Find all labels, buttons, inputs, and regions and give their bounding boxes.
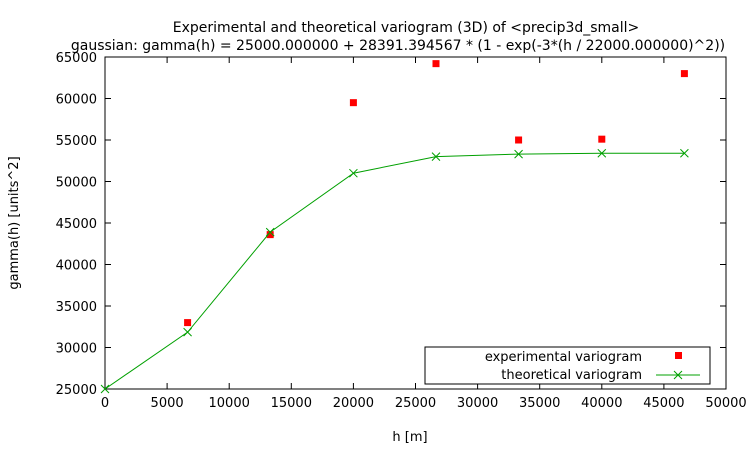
data-point-experimental [184, 319, 192, 327]
x-tick-label: 10000 [209, 396, 250, 411]
x-tick-label: 25000 [395, 396, 436, 411]
chart-title: Experimental and theoretical variogram (… [173, 20, 640, 36]
x-tick-label: 20000 [333, 396, 374, 411]
data-point-theoretical [431, 152, 441, 161]
legend-label-theoretical: theoretical variogram [501, 368, 642, 383]
data-point-theoretical [183, 327, 192, 337]
x-tick-label: 15000 [271, 396, 312, 411]
x-tick-label: 50000 [705, 396, 746, 411]
x-tick-label: 0 [101, 396, 109, 411]
data-point-theoretical [349, 168, 358, 178]
y-tick-label: 45000 [56, 217, 97, 232]
y-tick-label: 65000 [56, 51, 97, 66]
chart-subtitle: gaussian: gamma(h) = 25000.000000 + 2839… [71, 38, 725, 54]
x-tick-label: 30000 [457, 396, 498, 411]
legend-box [424, 346, 711, 385]
data-point-theoretical [265, 227, 275, 237]
data-point-experimental [680, 70, 688, 78]
data-point-theoretical [100, 384, 110, 394]
data-point-theoretical [597, 148, 607, 158]
series-layer [100, 60, 689, 394]
x-axis: 0 5000 10000 15000 20000 25000 30000 35000 40000… [101, 57, 747, 411]
legend-label-experimental: experimental variogram [485, 350, 642, 365]
data-point-experimental [598, 135, 606, 143]
y-tick-label: 30000 [56, 342, 97, 357]
y-tick-label: 40000 [56, 259, 97, 274]
series-line-theoretical [104, 152, 685, 390]
data-point-theoretical [680, 148, 689, 158]
x-tick-label: 45000 [643, 396, 684, 411]
legend-marker-experimental [675, 352, 682, 359]
data-point-experimental [349, 99, 357, 107]
x-tick-label: 35000 [519, 396, 560, 411]
x-tick-label: 5000 [151, 396, 184, 411]
y-tick-label: 35000 [56, 300, 97, 315]
plot-frame [104, 56, 727, 390]
y-tick-label: 50000 [56, 176, 97, 191]
x-axis-label: h [m] [392, 430, 427, 445]
data-point-experimental [515, 136, 523, 144]
data-point-experimental [432, 60, 440, 68]
y-tick-label: 60000 [56, 93, 97, 108]
y-tick-label: 55000 [56, 134, 97, 149]
legend-marker-theoretical [673, 370, 683, 380]
x-tick-label: 40000 [581, 396, 622, 411]
y-tick-label: 25000 [56, 383, 97, 398]
data-point-experimental [266, 231, 274, 239]
data-point-theoretical [514, 149, 523, 159]
y-axis-label: gamma(h) [units^2] [7, 156, 22, 289]
legend: experimental variogram theoretical vario… [424, 346, 711, 385]
y-axis: 25000 30000 35000 40000 45000 50000 55000 60000… [56, 51, 726, 398]
